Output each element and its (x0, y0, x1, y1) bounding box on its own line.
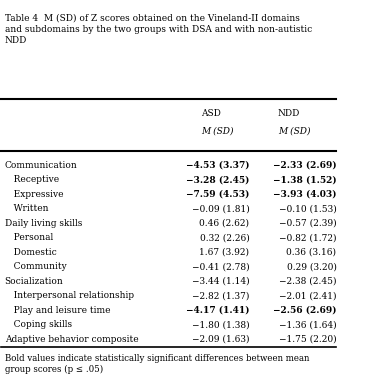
Text: Expressive: Expressive (5, 190, 63, 199)
Text: −7.59 (4.53): −7.59 (4.53) (186, 190, 249, 199)
Text: −3.44 (1.14): −3.44 (1.14) (192, 277, 249, 286)
Text: −1.75 (2.20): −1.75 (2.20) (279, 334, 337, 344)
Text: Written: Written (5, 204, 48, 213)
Text: Play and leisure time: Play and leisure time (5, 306, 110, 315)
Text: −3.28 (2.45): −3.28 (2.45) (186, 175, 249, 184)
Text: −1.80 (1.38): −1.80 (1.38) (192, 320, 249, 329)
Text: M (SD): M (SD) (278, 127, 310, 135)
Text: Interpersonal relationship: Interpersonal relationship (5, 291, 134, 300)
Text: −2.09 (1.63): −2.09 (1.63) (192, 334, 249, 344)
Text: Receptive: Receptive (5, 175, 59, 184)
Text: Socialization: Socialization (5, 277, 64, 286)
Text: Adaptive behavior composite: Adaptive behavior composite (5, 334, 138, 344)
Text: M (SD): M (SD) (201, 127, 233, 135)
Text: Bold values indicate statistically significant differences between mean
group sc: Bold values indicate statistically signi… (5, 354, 309, 374)
Text: Communication: Communication (5, 161, 77, 170)
Text: Domestic: Domestic (5, 248, 57, 256)
Text: −2.33 (2.69): −2.33 (2.69) (273, 161, 337, 170)
Text: −2.01 (2.41): −2.01 (2.41) (279, 291, 337, 300)
Text: ASD: ASD (201, 109, 220, 117)
Text: −3.93 (4.03): −3.93 (4.03) (273, 190, 337, 199)
Text: −0.57 (2.39): −0.57 (2.39) (279, 218, 337, 228)
Text: −2.56 (2.69): −2.56 (2.69) (273, 306, 337, 315)
Text: −0.10 (1.53): −0.10 (1.53) (278, 204, 337, 213)
Text: 0.29 (3.20): 0.29 (3.20) (287, 262, 337, 271)
Text: Daily living skills: Daily living skills (5, 218, 82, 228)
Text: −1.36 (1.64): −1.36 (1.64) (279, 320, 337, 329)
Text: −4.17 (1.41): −4.17 (1.41) (186, 306, 249, 315)
Text: −0.09 (1.81): −0.09 (1.81) (192, 204, 249, 213)
Text: Community: Community (5, 262, 66, 271)
Text: −2.82 (1.37): −2.82 (1.37) (192, 291, 249, 300)
Text: −1.38 (1.52): −1.38 (1.52) (273, 175, 337, 184)
Text: Personal: Personal (5, 233, 53, 242)
Text: NDD: NDD (278, 109, 300, 117)
Text: 0.36 (3.16): 0.36 (3.16) (287, 248, 337, 256)
Text: Coping skills: Coping skills (5, 320, 72, 329)
Text: −2.38 (2.45): −2.38 (2.45) (279, 277, 337, 286)
Text: 0.46 (2.62): 0.46 (2.62) (199, 218, 249, 228)
Text: −0.82 (1.72): −0.82 (1.72) (279, 233, 337, 242)
Text: 0.32 (2.26): 0.32 (2.26) (200, 233, 249, 242)
Text: Table 4  M (SD) of Z scores obtained on the Vineland-II domains
and subdomains b: Table 4 M (SD) of Z scores obtained on t… (5, 13, 312, 45)
Text: −0.41 (2.78): −0.41 (2.78) (192, 262, 249, 271)
Text: 1.67 (3.92): 1.67 (3.92) (199, 248, 249, 256)
Text: −4.53 (3.37): −4.53 (3.37) (186, 161, 249, 170)
